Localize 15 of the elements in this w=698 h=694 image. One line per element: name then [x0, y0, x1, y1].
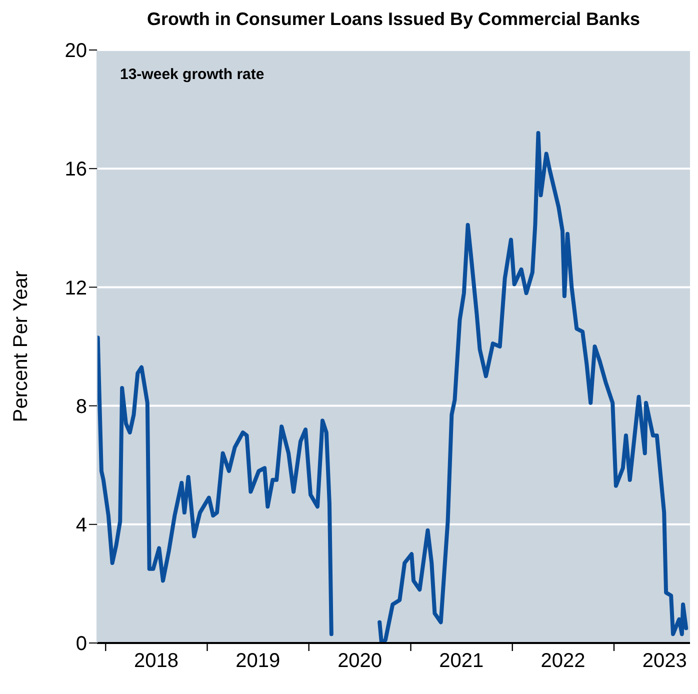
- chart-title: Growth in Consumer Loans Issued By Commercial Banks: [146, 8, 642, 30]
- y-tick-label: 4: [76, 514, 87, 536]
- y-tick-label: 8: [76, 396, 87, 418]
- y-tick-label: 12: [64, 277, 87, 300]
- annotation: 13-week growth rate: [120, 66, 264, 83]
- y-axis-title: Percent Per Year: [10, 270, 32, 422]
- x-tick-label: 2021: [439, 650, 484, 672]
- x-tick-label: 2020: [338, 650, 382, 672]
- y-tick-label: 20: [64, 40, 87, 62]
- x-tick-label: 2019: [236, 650, 280, 672]
- x-tick-label: 2022: [540, 650, 586, 672]
- x-tick-label: 2018: [134, 650, 179, 672]
- y-tick-label: 0: [76, 633, 87, 656]
- y-tick-label: 16: [64, 158, 87, 181]
- x-tick-label: 2023: [642, 650, 687, 672]
